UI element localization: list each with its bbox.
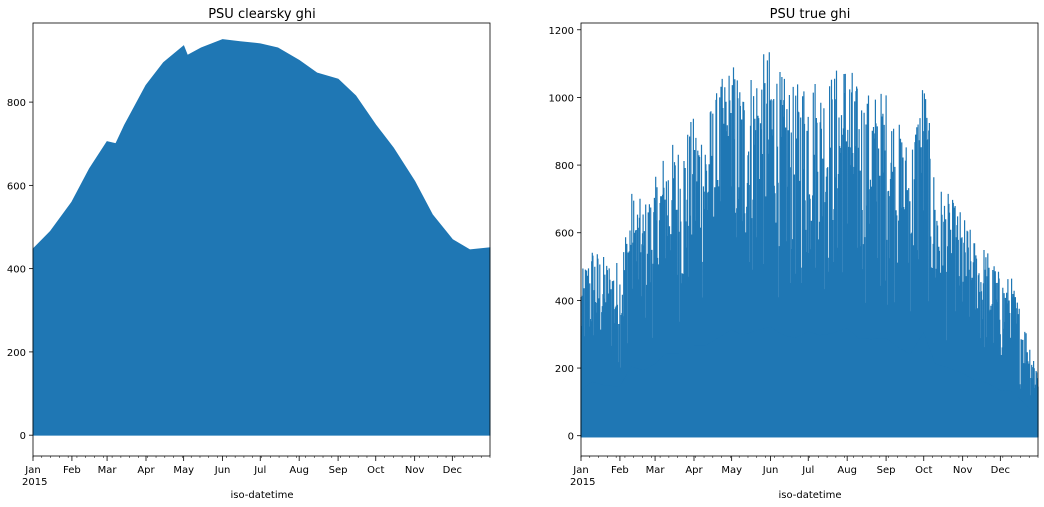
- y-tick-label: 400: [7, 265, 26, 276]
- x-tick-label: Feb: [63, 465, 81, 476]
- x-tick-label: Jul: [253, 465, 266, 476]
- x-axis: Jan Feb Mar Apr May Jun Jul Aug Sep Oct Nov Dec: [24, 456, 491, 476]
- x-tick-label: Jan: [572, 465, 588, 476]
- x-tick-label: Aug: [837, 465, 857, 476]
- x-tick-label: Oct: [915, 465, 932, 476]
- chart-title: PSU clearsky ghi: [208, 7, 316, 22]
- x-tick-label: Jun: [214, 465, 231, 476]
- year-label: 2015: [22, 477, 47, 488]
- y-axis: 0 200 400 600 800 1000 1200: [549, 26, 581, 443]
- x-tick-label: Dec: [443, 465, 462, 476]
- x-axis: Jan Feb Mar Apr May Jun Jul Aug Sep Oct Nov Dec: [572, 456, 1039, 476]
- x-tick-label: Oct: [367, 465, 384, 476]
- x-axis-label: iso-datetime: [778, 490, 841, 501]
- x-tick-label: Nov: [953, 465, 973, 476]
- y-tick-label: 1200: [549, 26, 574, 37]
- true-ghi-chart: PSU true ghi 0 200 400 600 800 1000 1200 Jan Fe…: [549, 7, 1039, 501]
- x-tick-label: Sep: [329, 465, 348, 476]
- y-tick-label: 400: [555, 296, 574, 307]
- x-tick-label: Sep: [877, 465, 896, 476]
- x-tick-label: May: [173, 465, 194, 476]
- y-tick-label: 1000: [549, 93, 574, 104]
- x-tick-label: Feb: [611, 465, 629, 476]
- x-tick-label: Apr: [685, 465, 703, 476]
- x-tick-label: Mar: [98, 465, 118, 476]
- x-axis-label: iso-datetime: [230, 490, 293, 501]
- y-axis: 0 200 400 600 800: [7, 98, 33, 442]
- series-core: [581, 326, 1038, 438]
- x-tick-label: Mar: [646, 465, 666, 476]
- y-tick-label: 800: [555, 161, 574, 172]
- y-tick-label: 800: [7, 98, 26, 109]
- x-tick-label: Jun: [762, 465, 779, 476]
- y-tick-label: 600: [7, 181, 26, 192]
- y-tick-label: 0: [568, 432, 574, 443]
- series-area: [32, 39, 491, 436]
- plot-area: [32, 39, 491, 436]
- x-tick-label: Dec: [991, 465, 1010, 476]
- year-label: 2015: [570, 477, 595, 488]
- y-tick-label: 200: [555, 364, 574, 375]
- clearsky-ghi-chart: PSU clearsky ghi 0 200 400 600 800 Jan Feb Mar…: [7, 7, 491, 501]
- x-tick-label: Nov: [405, 465, 425, 476]
- x-tick-label: Jul: [801, 465, 814, 476]
- x-tick-label: Aug: [289, 465, 309, 476]
- chart-title: PSU true ghi: [770, 7, 851, 22]
- y-tick-label: 600: [555, 229, 574, 240]
- y-tick-label: 200: [7, 348, 26, 359]
- x-tick-label: Jan: [24, 465, 40, 476]
- x-tick-label: Apr: [137, 465, 155, 476]
- x-tick-label: May: [721, 465, 742, 476]
- plot-area: [580, 52, 1039, 438]
- y-tick-label: 0: [20, 431, 26, 442]
